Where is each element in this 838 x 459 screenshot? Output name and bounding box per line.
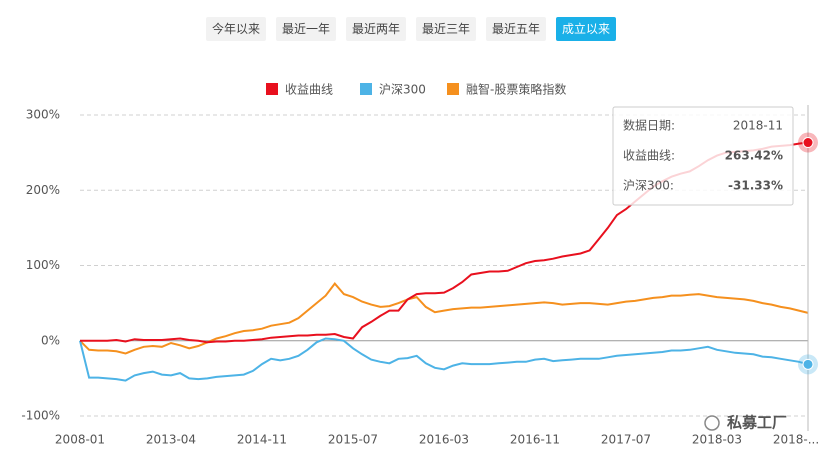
tooltip-row-value: 263.42% (725, 149, 783, 163)
tooltip-row-label: 沪深300: (623, 179, 674, 193)
tab[interactable]: 今年以来 (206, 17, 266, 41)
tab[interactable]: 最近两年 (346, 17, 406, 41)
tooltip-row-label: 收益曲线: (623, 149, 675, 163)
y-tick-label: -100% (21, 409, 60, 423)
tab[interactable]: 最近五年 (486, 17, 546, 41)
legend-label: 沪深300 (379, 83, 426, 97)
x-tick-label: 2017-07 (601, 433, 651, 447)
tooltip-box (612, 106, 794, 206)
tooltip-row-value: -31.33% (728, 179, 783, 193)
y-tick-label: 100% (26, 258, 60, 272)
tab[interactable]: 最近一年 (276, 17, 336, 41)
x-tick-label: 2008-01 (55, 433, 105, 447)
x-tick-label: 2014-11 (237, 433, 287, 447)
x-tick-label: 2016-03 (419, 433, 469, 447)
legend-label: 收益曲线 (285, 83, 333, 97)
legend-swatch (266, 83, 278, 95)
x-tick-label: 2018-03 (692, 433, 742, 447)
legend-swatch (360, 83, 372, 95)
hover-point (802, 137, 814, 149)
tab[interactable]: 成立以来 (556, 17, 616, 41)
watermark: 私募工厂 (726, 414, 787, 432)
tooltip-date: 2018-11 (733, 119, 783, 133)
y-tick-label: 0% (41, 333, 60, 347)
series-line (79, 337, 809, 382)
hover-point (802, 358, 814, 370)
y-tick-label: 200% (26, 183, 60, 197)
x-tick-label: 2018-... (773, 433, 819, 447)
tooltip-date-label: 数据日期: (623, 118, 675, 133)
watermark-icon (704, 415, 720, 431)
y-tick-label: 300% (26, 108, 60, 122)
tab[interactable]: 最近三年 (416, 17, 476, 41)
legend-swatch (447, 83, 459, 95)
x-tick-label: 2013-04 (146, 433, 196, 447)
legend-label: 融智-股票策略指数 (466, 82, 566, 97)
x-tick-label: 2016-11 (510, 433, 560, 447)
x-tick-label: 2015-07 (328, 433, 378, 447)
series-line (79, 282, 809, 355)
